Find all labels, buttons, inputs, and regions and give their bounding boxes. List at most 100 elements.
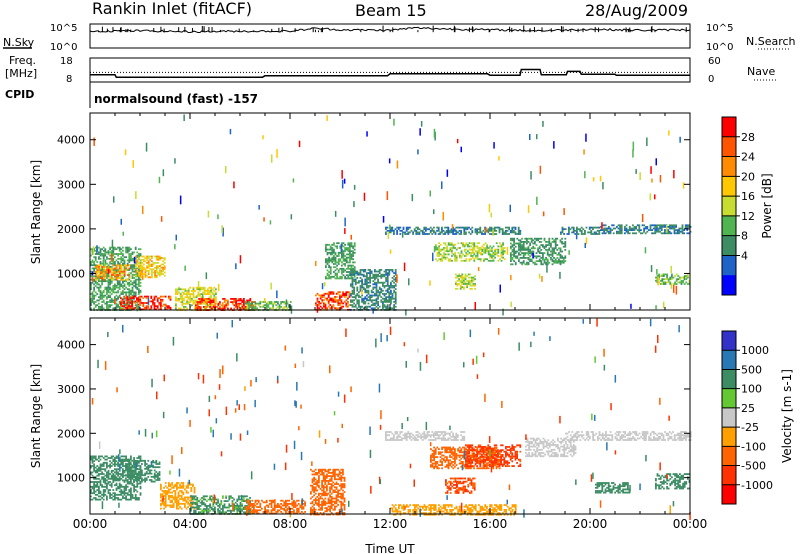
data-cell (315, 294, 317, 297)
data-cell (664, 278, 667, 281)
data-cell (500, 228, 502, 231)
data-cell (245, 302, 247, 305)
data-cell (386, 281, 389, 284)
data-cell (131, 477, 134, 480)
data-cell (316, 300, 319, 303)
data-cell (364, 297, 367, 300)
data-cell (90, 481, 92, 483)
data-cell (236, 307, 239, 310)
data-cell (369, 280, 371, 282)
data-cell (351, 299, 354, 302)
data-cell (465, 259, 468, 262)
data-cell (104, 493, 107, 496)
data-cell (470, 258, 472, 261)
data-cell (350, 275, 353, 278)
data-cell (350, 255, 353, 257)
data-cell (316, 297, 319, 300)
data-cell (372, 302, 375, 305)
noise-cell (429, 190, 431, 197)
data-cell (215, 288, 217, 291)
data-cell (154, 255, 156, 258)
data-cell (98, 460, 100, 463)
data-cell (386, 291, 389, 294)
data-cell (133, 480, 135, 483)
data-cell (131, 270, 134, 273)
data-cell (190, 508, 192, 510)
noise-cell (498, 156, 500, 161)
data-cell (675, 279, 678, 282)
data-cell (556, 260, 559, 262)
data-cell (459, 286, 462, 289)
data-cell (632, 224, 634, 227)
data-cell (672, 226, 674, 228)
data-cell (454, 247, 456, 249)
data-cell (558, 258, 560, 261)
data-cell (447, 229, 450, 232)
data-cell (449, 231, 451, 234)
data-cell (129, 295, 132, 298)
data-cell (139, 455, 142, 458)
data-cell (139, 465, 142, 467)
data-cell (391, 285, 394, 287)
data-cell (673, 227, 676, 230)
data-cell (487, 253, 490, 256)
data-cell (345, 296, 348, 298)
data-cell (349, 250, 351, 253)
data-cell (685, 281, 688, 284)
data-cell (109, 291, 111, 294)
data-cell (141, 265, 144, 267)
data-cell (134, 467, 137, 470)
data-cell (354, 281, 357, 284)
data-cell (417, 231, 419, 234)
noise-cell (107, 269, 110, 275)
data-cell (93, 481, 95, 483)
data-cell (460, 242, 463, 245)
data-cell (511, 250, 514, 253)
data-cell (117, 473, 119, 475)
data-cell (158, 472, 161, 475)
data-cell (201, 500, 203, 502)
data-cell (110, 293, 113, 295)
nsky-right-tick-bottom: 10^0 (706, 42, 733, 53)
data-cell (339, 267, 342, 270)
noise-cell (225, 166, 227, 174)
data-cell (156, 305, 159, 308)
data-cell (151, 270, 153, 272)
data-cell (351, 289, 354, 292)
data-cell (109, 280, 111, 283)
data-cell (463, 276, 465, 279)
data-cell (559, 253, 562, 256)
data-cell (518, 252, 520, 254)
data-cell (98, 266, 100, 268)
data-cell (671, 275, 673, 277)
data-cell (386, 278, 389, 281)
data-cell (128, 294, 131, 297)
data-cell (491, 247, 493, 249)
data-cell (151, 263, 153, 266)
data-cell (102, 246, 105, 249)
data-cell (101, 497, 103, 499)
data-cell (104, 479, 107, 482)
data-cell (176, 291, 179, 294)
data-cell (189, 286, 192, 289)
data-cell (385, 293, 387, 295)
data-cell (147, 263, 150, 266)
data-cell (358, 296, 360, 298)
noise-cell (92, 246, 95, 255)
data-cell (118, 286, 121, 289)
data-cell (489, 228, 491, 231)
data-cell (210, 288, 212, 291)
data-cell (458, 283, 460, 285)
data-cell (556, 237, 559, 240)
data-cell (577, 233, 580, 235)
data-cell (99, 264, 102, 267)
data-cell (529, 249, 531, 251)
data-cell (101, 272, 104, 275)
data-cell (126, 283, 129, 286)
data-cell (628, 227, 631, 230)
data-cell (123, 259, 126, 262)
data-cell (459, 247, 461, 249)
data-cell (153, 297, 156, 300)
data-cell (125, 256, 127, 259)
data-cell (632, 229, 634, 231)
